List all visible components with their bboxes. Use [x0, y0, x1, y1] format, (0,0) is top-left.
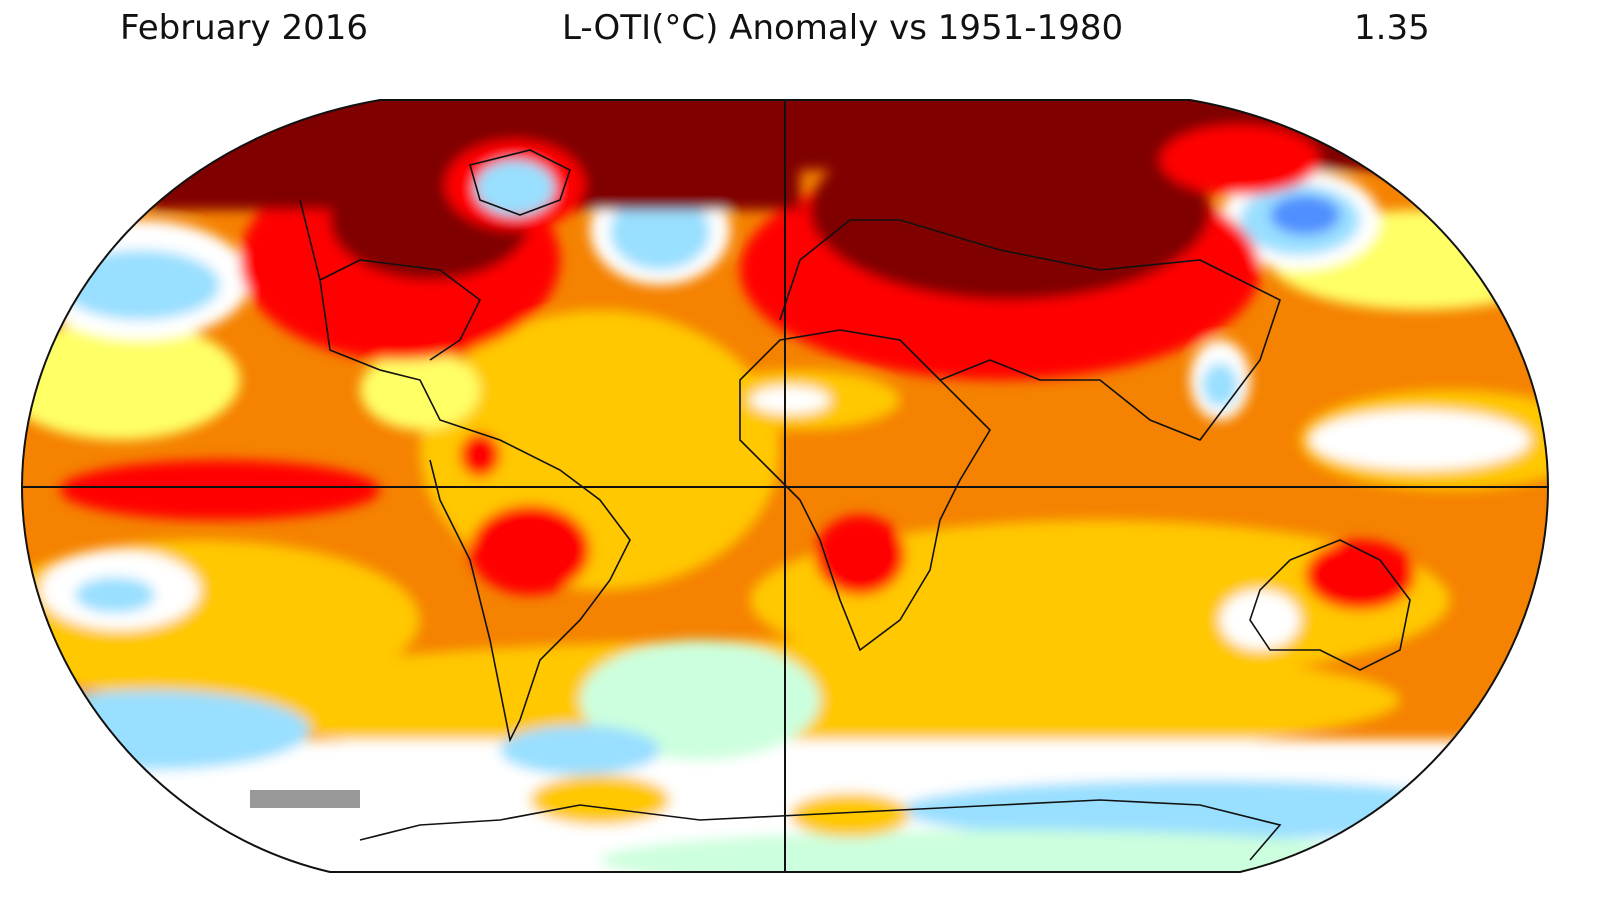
map-title: L-OTI(°C) Anomaly vs 1951-1980	[562, 8, 1124, 48]
period-label: February 2016	[120, 8, 368, 48]
map-border	[20, 99, 1550, 873]
global-mean-value: 1.35	[1354, 8, 1430, 48]
coastlines	[299, 149, 1411, 861]
no-data-region	[250, 790, 360, 808]
